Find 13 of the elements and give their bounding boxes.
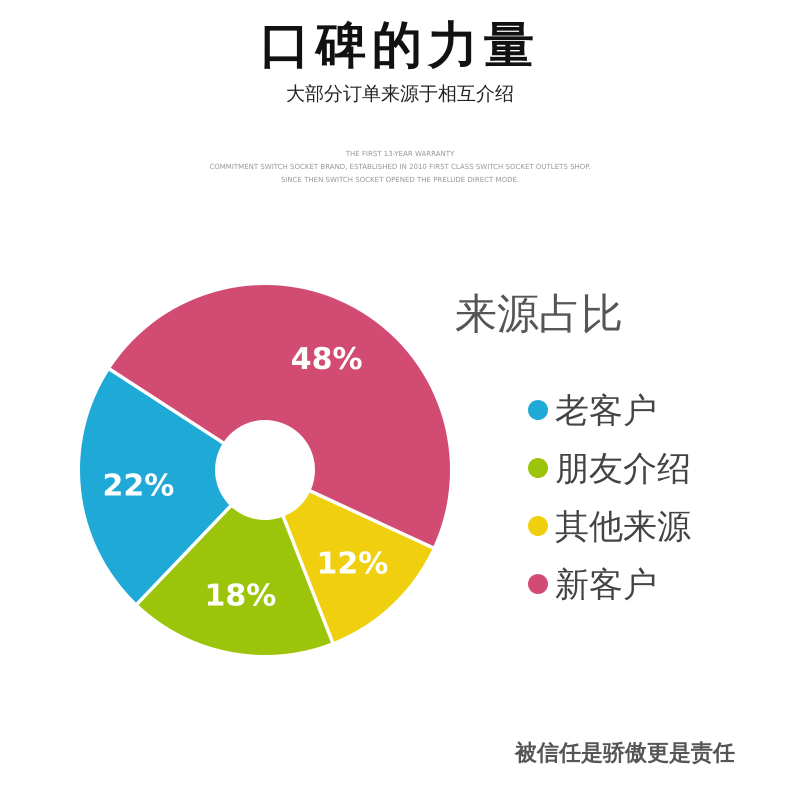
legend-label: 老客户 bbox=[555, 391, 657, 432]
legend-title: 来源占比 bbox=[455, 289, 623, 338]
chart-title: 口碑的力量 bbox=[260, 16, 540, 74]
chart-subtitle: 大部分订单来源于相互介绍 bbox=[286, 83, 514, 105]
donut-slice bbox=[284, 492, 432, 642]
data-label: 18% bbox=[204, 578, 276, 614]
data-label: 48% bbox=[290, 342, 363, 377]
legend-label: 朋友介绍 bbox=[555, 449, 691, 490]
text: 被信任是骄傲更是责任 bbox=[514, 741, 735, 766]
legend-label: 新客户 bbox=[555, 565, 657, 606]
legend-label: 其他来源 bbox=[555, 507, 691, 548]
data-label: 12% bbox=[316, 546, 388, 582]
data-label: 22% bbox=[102, 468, 174, 504]
